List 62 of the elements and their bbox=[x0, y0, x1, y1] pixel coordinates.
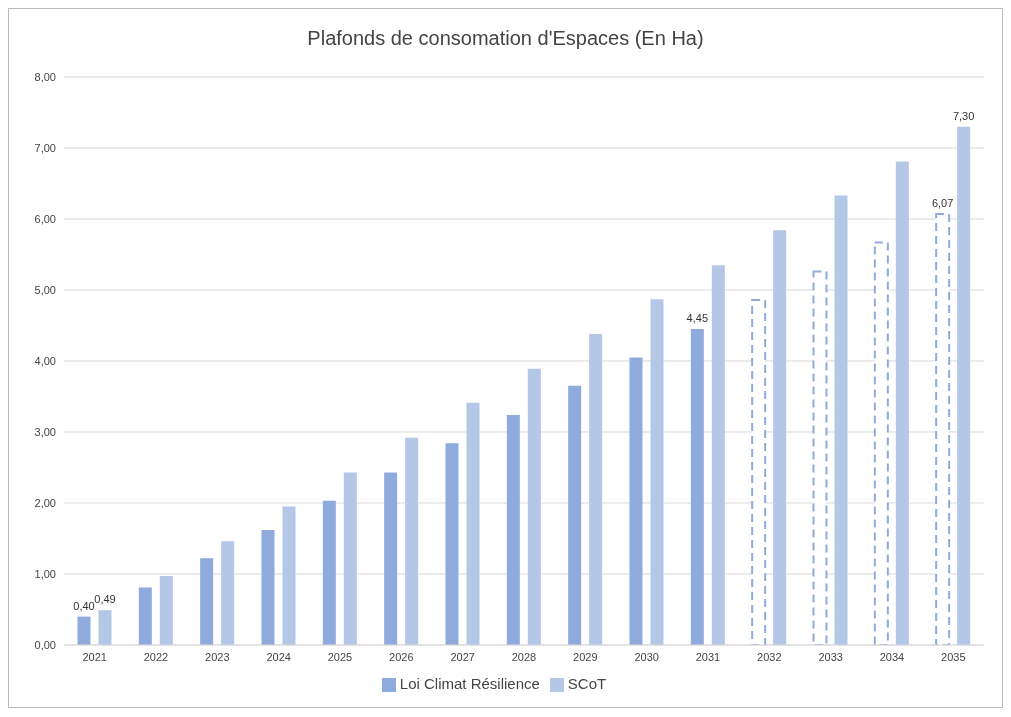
bar bbox=[261, 529, 275, 645]
x-tick-label: 2032 bbox=[757, 650, 782, 663]
chart-title: Plafonds de consomation d'Espaces (En Ha) bbox=[306, 26, 705, 51]
y-tick-label: 8,00 bbox=[34, 70, 56, 83]
bar bbox=[834, 195, 848, 645]
y-tick-label: 7,00 bbox=[34, 141, 56, 154]
x-tick-label: 2033 bbox=[818, 650, 843, 663]
x-tick-label: 2029 bbox=[573, 650, 598, 663]
x-tick-label: 2024 bbox=[266, 650, 291, 663]
bar bbox=[751, 298, 767, 645]
bar bbox=[589, 334, 603, 645]
bar bbox=[77, 616, 91, 645]
data-label: 0,40 bbox=[73, 599, 95, 612]
bar bbox=[650, 299, 664, 645]
bar bbox=[384, 472, 398, 645]
bar bbox=[895, 161, 909, 645]
bar bbox=[98, 610, 112, 645]
bar bbox=[527, 368, 541, 645]
data-label: 0,49 bbox=[94, 593, 116, 606]
bar bbox=[159, 576, 173, 645]
x-tick-label: 2021 bbox=[82, 650, 107, 663]
y-tick-label: 6,00 bbox=[34, 212, 56, 225]
bar bbox=[405, 437, 419, 645]
x-tick-label: 2034 bbox=[879, 650, 905, 663]
bar bbox=[445, 443, 459, 645]
bar bbox=[711, 265, 725, 645]
x-tick-label: 2030 bbox=[634, 650, 659, 663]
bar bbox=[629, 357, 643, 645]
x-tick-label: 2026 bbox=[389, 650, 414, 663]
y-tick-label: 5,00 bbox=[34, 283, 56, 296]
bar bbox=[568, 385, 582, 645]
bar bbox=[322, 500, 336, 645]
y-tick-label: 0,00 bbox=[34, 638, 56, 651]
bar bbox=[138, 587, 152, 645]
y-tick-label: 4,00 bbox=[34, 354, 56, 367]
bar bbox=[466, 402, 480, 645]
bar bbox=[200, 558, 214, 645]
legend-label: SCoT bbox=[567, 674, 607, 692]
bar bbox=[506, 414, 520, 645]
bar bbox=[812, 270, 828, 645]
x-tick-label: 2031 bbox=[695, 650, 721, 663]
bar bbox=[282, 506, 296, 645]
data-label: 7,30 bbox=[952, 109, 975, 122]
x-tick-label: 2025 bbox=[327, 650, 353, 663]
bar bbox=[773, 230, 787, 645]
x-tick-label: 2022 bbox=[143, 650, 169, 663]
x-tick-label: 2035 bbox=[941, 650, 966, 663]
data-label: 6,07 bbox=[931, 197, 954, 210]
y-tick-label: 3,00 bbox=[34, 425, 56, 438]
y-tick-label: 1,00 bbox=[34, 567, 56, 580]
bar bbox=[957, 126, 971, 645]
x-tick-label: 2027 bbox=[450, 650, 475, 663]
bar bbox=[935, 213, 951, 645]
x-tick-label: 2028 bbox=[511, 650, 537, 663]
x-tick-label: 2023 bbox=[205, 650, 230, 663]
bar bbox=[873, 241, 889, 645]
data-label: 4,45 bbox=[686, 312, 709, 325]
bar bbox=[690, 329, 704, 645]
legend-label: Loi Climat Résilience bbox=[399, 674, 540, 692]
bar bbox=[221, 541, 235, 645]
bar bbox=[343, 472, 357, 645]
y-tick-label: 2,00 bbox=[34, 496, 56, 509]
